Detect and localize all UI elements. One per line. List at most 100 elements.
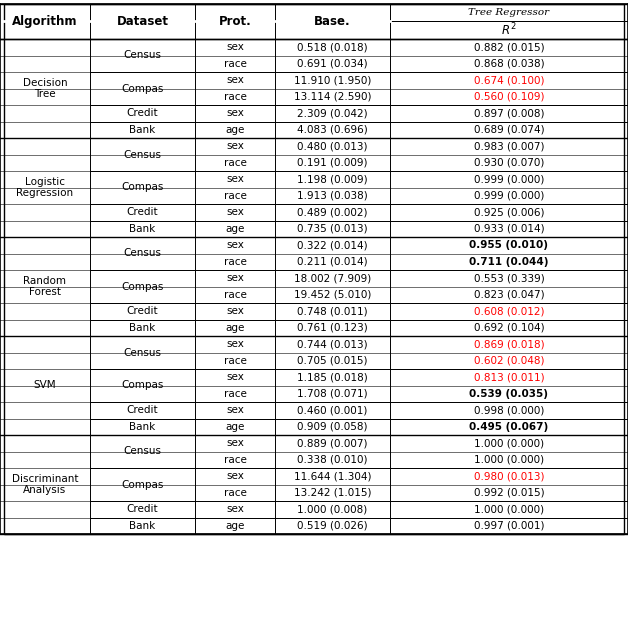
Text: 0.882 (0.015): 0.882 (0.015) — [474, 42, 544, 52]
Text: 13.114 (2.590): 13.114 (2.590) — [294, 92, 371, 102]
Text: 0.930 (0.070): 0.930 (0.070) — [474, 158, 544, 168]
Text: 4.083 (0.696): 4.083 (0.696) — [297, 125, 368, 135]
Text: Bank: Bank — [129, 521, 156, 531]
Text: Credit: Credit — [127, 306, 158, 316]
Text: 1.000 (0.000): 1.000 (0.000) — [474, 438, 544, 448]
Text: 0.322 (0.014): 0.322 (0.014) — [297, 240, 368, 250]
Text: sex: sex — [226, 108, 244, 119]
Text: 18.002 (7.909): 18.002 (7.909) — [294, 273, 371, 283]
Text: Compas: Compas — [121, 182, 164, 192]
Text: 0.925 (0.006): 0.925 (0.006) — [474, 207, 544, 217]
Text: age: age — [225, 521, 245, 531]
Text: Bank: Bank — [129, 125, 156, 135]
Text: Random
Forest: Random Forest — [23, 276, 67, 297]
Text: 0.711 (0.044): 0.711 (0.044) — [469, 256, 549, 266]
Text: 0.955 (0.010): 0.955 (0.010) — [470, 240, 548, 250]
Text: $R^2$: $R^2$ — [501, 22, 517, 38]
Bar — [4, 4, 624, 534]
Text: sex: sex — [226, 339, 244, 349]
Text: 0.460 (0.001): 0.460 (0.001) — [297, 405, 367, 415]
Text: 0.813 (0.011): 0.813 (0.011) — [474, 373, 544, 383]
Text: age: age — [225, 422, 245, 432]
Text: Bank: Bank — [129, 224, 156, 234]
Text: Census: Census — [124, 150, 161, 160]
Text: 0.897 (0.008): 0.897 (0.008) — [474, 108, 544, 119]
Text: sex: sex — [226, 76, 244, 85]
Text: 1.000 (0.000): 1.000 (0.000) — [474, 504, 544, 514]
Text: 0.998 (0.000): 0.998 (0.000) — [474, 405, 544, 415]
Text: Credit: Credit — [127, 207, 158, 217]
Text: 0.992 (0.015): 0.992 (0.015) — [474, 488, 544, 498]
Text: race: race — [224, 389, 246, 399]
Text: 0.761 (0.123): 0.761 (0.123) — [297, 323, 368, 333]
Text: Compas: Compas — [121, 479, 164, 489]
Text: 11.910 (1.950): 11.910 (1.950) — [294, 76, 371, 85]
Text: 0.674 (0.100): 0.674 (0.100) — [474, 76, 544, 85]
Text: Bank: Bank — [129, 422, 156, 432]
Text: Credit: Credit — [127, 504, 158, 514]
Text: 0.539 (0.035): 0.539 (0.035) — [470, 389, 548, 399]
Text: SVM: SVM — [34, 381, 57, 391]
Text: 0.211 (0.014): 0.211 (0.014) — [297, 256, 368, 266]
Text: sex: sex — [226, 42, 244, 52]
Text: 0.889 (0.007): 0.889 (0.007) — [297, 438, 368, 448]
Text: race: race — [224, 92, 246, 102]
Text: sex: sex — [226, 207, 244, 217]
Text: 0.691 (0.034): 0.691 (0.034) — [297, 59, 368, 69]
Text: 0.518 (0.018): 0.518 (0.018) — [297, 42, 368, 52]
Text: sex: sex — [226, 504, 244, 514]
Text: 0.869 (0.018): 0.869 (0.018) — [474, 339, 544, 349]
Text: 0.909 (0.058): 0.909 (0.058) — [297, 422, 368, 432]
Text: race: race — [224, 290, 246, 300]
Text: race: race — [224, 158, 246, 168]
Text: sex: sex — [226, 174, 244, 184]
Text: sex: sex — [226, 306, 244, 316]
Text: 0.735 (0.013): 0.735 (0.013) — [297, 224, 368, 234]
Text: 1.000 (0.008): 1.000 (0.008) — [298, 504, 367, 514]
Text: Credit: Credit — [127, 108, 158, 119]
Text: age: age — [225, 125, 245, 135]
Text: 0.608 (0.012): 0.608 (0.012) — [474, 306, 544, 316]
Text: race: race — [224, 455, 246, 465]
Text: Base.: Base. — [314, 15, 351, 28]
Text: age: age — [225, 323, 245, 333]
Text: 0.689 (0.074): 0.689 (0.074) — [474, 125, 544, 135]
Text: Logistic
Regression: Logistic Regression — [16, 177, 73, 198]
Text: race: race — [224, 59, 246, 69]
Text: 0.868 (0.038): 0.868 (0.038) — [474, 59, 544, 69]
Text: Dataset: Dataset — [117, 15, 168, 28]
Text: race: race — [224, 256, 246, 266]
Text: 0.997 (0.001): 0.997 (0.001) — [474, 521, 544, 531]
Text: Census: Census — [124, 447, 161, 457]
Text: Compas: Compas — [121, 281, 164, 291]
Text: Bank: Bank — [129, 323, 156, 333]
Text: 0.553 (0.339): 0.553 (0.339) — [474, 273, 544, 283]
Text: 0.495 (0.067): 0.495 (0.067) — [469, 422, 549, 432]
Text: 0.933 (0.014): 0.933 (0.014) — [474, 224, 544, 234]
Text: Compas: Compas — [121, 84, 164, 94]
Text: age: age — [225, 224, 245, 234]
Text: 0.519 (0.026): 0.519 (0.026) — [297, 521, 368, 531]
Text: sex: sex — [226, 471, 244, 481]
Text: 0.191 (0.009): 0.191 (0.009) — [297, 158, 368, 168]
Text: 0.980 (0.013): 0.980 (0.013) — [474, 471, 544, 481]
Text: 1.913 (0.038): 1.913 (0.038) — [297, 191, 368, 201]
Text: 1.198 (0.009): 1.198 (0.009) — [297, 174, 368, 184]
Text: race: race — [224, 191, 246, 201]
Text: 0.999 (0.000): 0.999 (0.000) — [474, 174, 544, 184]
Text: 0.338 (0.010): 0.338 (0.010) — [297, 455, 368, 465]
Text: sex: sex — [226, 373, 244, 383]
Text: race: race — [224, 356, 246, 366]
Text: sex: sex — [226, 240, 244, 250]
Text: Algorithm: Algorithm — [13, 15, 78, 28]
Text: Census: Census — [124, 348, 161, 358]
Text: sex: sex — [226, 405, 244, 415]
Text: 0.560 (0.109): 0.560 (0.109) — [474, 92, 544, 102]
Text: sex: sex — [226, 438, 244, 448]
Text: 2.309 (0.042): 2.309 (0.042) — [297, 108, 368, 119]
Text: Discriminant
Analysis: Discriminant Analysis — [12, 474, 78, 495]
Text: 0.480 (0.013): 0.480 (0.013) — [297, 141, 368, 151]
Text: Credit: Credit — [127, 405, 158, 415]
Text: 1.708 (0.071): 1.708 (0.071) — [297, 389, 368, 399]
Text: 0.602 (0.048): 0.602 (0.048) — [474, 356, 544, 366]
